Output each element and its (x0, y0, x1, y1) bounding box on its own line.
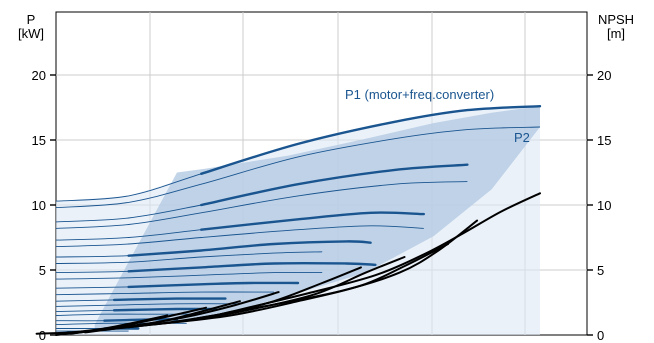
power-curves (55, 105, 542, 332)
power-curve-bold-2 (200, 163, 469, 207)
p2-annotation: P2 (514, 130, 530, 145)
power-curve-bold-8 (127, 261, 377, 273)
p1-annotation: P1 (motor+freq.converter) (345, 87, 494, 102)
power-curve-bold-4 (200, 211, 425, 231)
power-curve-7 (55, 251, 323, 264)
npsh-curve-4 (103, 266, 362, 331)
npsh-curve-8 (35, 314, 169, 335)
y-right-tick-label-2: 10 (597, 198, 611, 213)
power-curve-9 (55, 271, 323, 280)
power-curve-bold-0 (200, 105, 542, 175)
y-right-tick-label-3: 15 (597, 133, 611, 148)
y-right-tick-label-4: 20 (597, 68, 611, 83)
npsh-curve-0 (219, 192, 541, 316)
y-left-tick-label-4: 20 (32, 68, 46, 83)
npsh-curves (35, 192, 541, 336)
power-curve-1 (55, 126, 541, 209)
y-left-tick-label-1: 5 (39, 263, 46, 278)
y-right-label-line2: [m] (607, 26, 625, 41)
y-right-label-line1: NPSH (598, 12, 634, 27)
y-left-label-line2: [kW] (18, 26, 44, 41)
axis-ticks: 0 5 10 15 20 0 5 10 15 20 (32, 68, 612, 343)
y-right-tick-label-1: 5 (597, 263, 604, 278)
power-curve-bold-6 (127, 240, 372, 257)
power-curve-bold-10 (127, 281, 300, 289)
y-left-tick-label-3: 15 (32, 133, 46, 148)
power-curve-3 (55, 181, 468, 229)
y-left-label-line1: P (27, 12, 36, 27)
npsh-curve-2 (151, 243, 449, 326)
y-right-tick-label-0: 0 (597, 328, 604, 343)
power-curve-5 (55, 225, 424, 248)
y-left-tick-label-0: 0 (39, 328, 46, 343)
power-curve-11 (55, 291, 274, 296)
y-left-tick-label-2: 10 (32, 198, 46, 213)
power-curve-13 (55, 303, 240, 307)
power-curve-bold-12 (112, 297, 227, 302)
